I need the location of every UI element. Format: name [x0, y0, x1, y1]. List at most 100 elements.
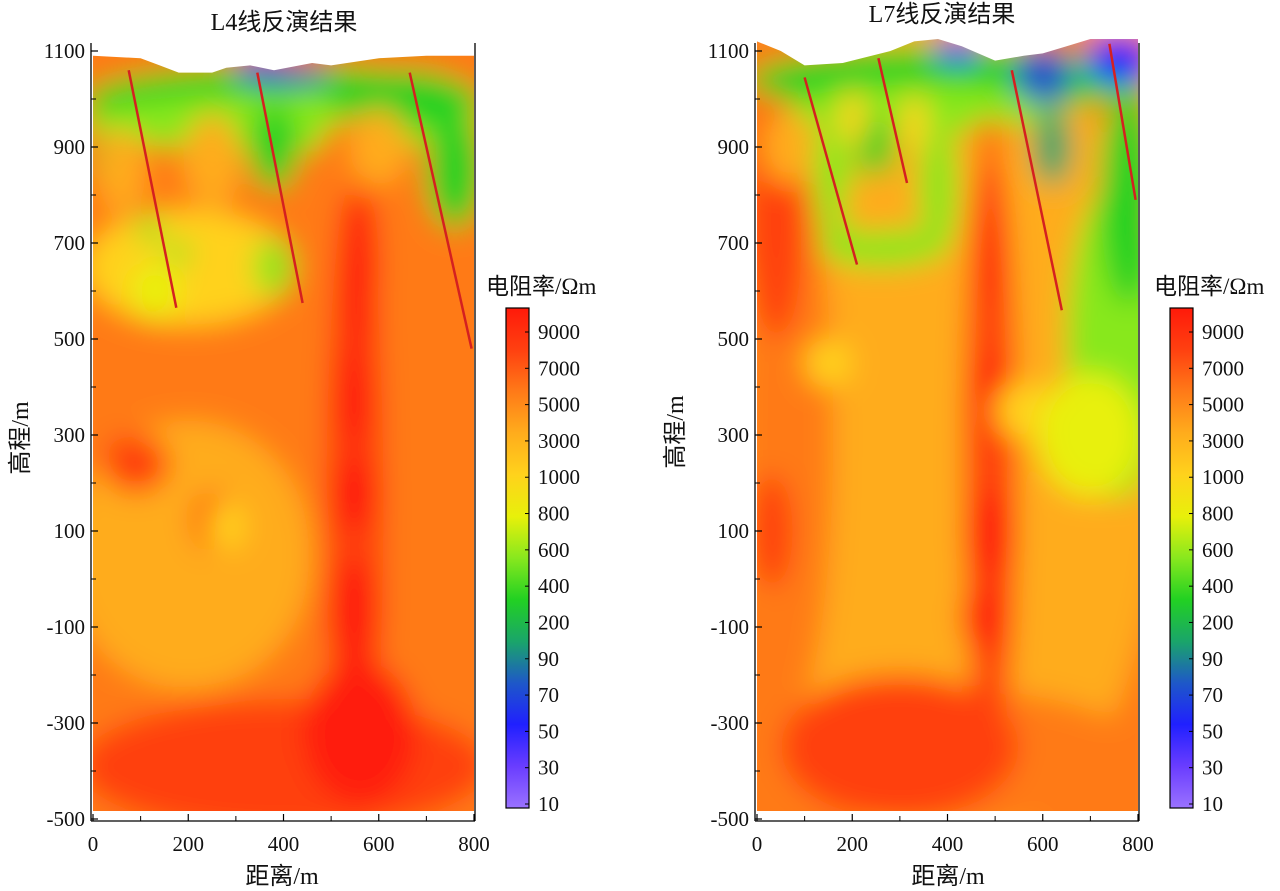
colorbar-tick-label: 800 — [538, 502, 570, 526]
colorbar-tick-label: 70 — [538, 683, 559, 707]
colorbar-tick-label: 3000 — [1202, 429, 1244, 453]
x-tick-label: 0 — [752, 832, 763, 856]
resistivity-region — [250, 103, 298, 191]
resistivity-region — [207, 502, 246, 551]
y-tick-label: 1100 — [708, 39, 749, 63]
colorbar: 电阻率/Ωm 9000 7000 5000 3000 1000 800 600 400 200 9… — [486, 274, 596, 816]
resistivity-region — [131, 262, 179, 320]
resistivity-region — [995, 382, 1053, 440]
resistivity-region — [757, 473, 793, 589]
fault-line — [256, 72, 304, 304]
plot-area: 1100 900 700 500 300 100 -100 -300 -5000 200 400 60… — [44, 39, 490, 856]
colorbar-tick-label: 10 — [538, 792, 559, 816]
panel-l7: L7线反演结果 1100 900 700 500 300 100 -100 -300 -5000… — [662, 1, 1264, 890]
colorbar-tick-label: 90 — [1202, 647, 1223, 671]
plot-area: 1100 900 700 500 300 100 -100 -300 -5000 200 400 60… — [708, 39, 1154, 856]
resistivity-region — [1014, 46, 1072, 104]
colorbar-tick-label: 3000 — [538, 429, 580, 453]
y-tick-label: -100 — [711, 615, 750, 639]
colorbar-gradient — [505, 307, 530, 809]
resistivity-region — [326, 559, 379, 666]
colorbar-tick-label: 200 — [1202, 610, 1234, 634]
resistivity-region — [350, 108, 408, 186]
colorbar-tick-label: 9000 — [1202, 320, 1244, 344]
y-tick-label: 500 — [718, 327, 750, 351]
colorbar-gradient — [1169, 307, 1194, 809]
fault-line — [803, 77, 859, 265]
y-tick-label: 100 — [718, 519, 750, 543]
resistivity-region — [780, 675, 1020, 811]
resistivity-region — [899, 94, 929, 152]
colorbar-tick-label: 7000 — [1202, 356, 1244, 380]
x-tick-label: 800 — [1122, 832, 1154, 856]
y-tick-label: -500 — [47, 807, 86, 831]
x-axis-label: 距离/m — [245, 863, 319, 890]
colorbar-tick-label: 30 — [1202, 756, 1223, 780]
colorbar-label: 电阻率/Ωm — [486, 274, 596, 299]
y-tick-label: -500 — [711, 807, 750, 831]
x-tick-label: 0 — [88, 832, 99, 856]
y-tick-label: 300 — [718, 423, 750, 447]
resistivity-region — [842, 175, 900, 234]
resistivity-region — [1033, 108, 1072, 186]
y-tick-label: -300 — [47, 711, 86, 735]
colorbar-tick-label: 5000 — [538, 393, 580, 417]
colorbar-tick-label: 1000 — [1202, 465, 1244, 489]
resistivity-region — [918, 113, 958, 258]
resistivity-region — [102, 435, 170, 493]
x-axis-label: 距离/m — [911, 863, 985, 890]
y-tick-label: -300 — [711, 711, 750, 735]
resistivity-region — [166, 240, 191, 265]
y-tick-label: 700 — [54, 231, 86, 255]
y-axis-label: 高程/m — [7, 401, 34, 475]
chart-title: L4线反演结果 — [211, 9, 358, 36]
colorbar-tick-label: 10 — [1202, 792, 1223, 816]
colorbar-tick-label: 800 — [1202, 502, 1234, 526]
colorbar: 电阻率/Ωm 9000 7000 5000 3000 1000 800 600 400 200 9… — [1154, 274, 1264, 816]
x-tick-label: 400 — [268, 832, 300, 856]
fault-line — [1108, 43, 1137, 201]
colorbar-label: 电阻率/Ωm — [1154, 274, 1264, 299]
resistivity-region — [426, 113, 474, 229]
colorbar-tick-label: 1000 — [538, 465, 580, 489]
y-tick-label: 1100 — [44, 39, 85, 63]
y-tick-label: 900 — [718, 135, 750, 159]
resistivity-region — [1085, 39, 1138, 85]
resistivity-region — [183, 113, 241, 210]
resistivity-region — [328, 454, 377, 531]
x-tick-label: 200 — [837, 832, 869, 856]
resistivity-region — [804, 339, 853, 387]
colorbar-tick-label: 200 — [538, 610, 570, 634]
resistivity-region — [97, 127, 146, 215]
y-tick-label: 700 — [718, 231, 750, 255]
resistivity-region — [838, 89, 867, 147]
resistivity-region — [964, 492, 1017, 579]
colorbar-tick-label: 50 — [1202, 719, 1223, 743]
colorbar-tick-label: 5000 — [1202, 393, 1244, 417]
y-tick-label: 300 — [54, 423, 86, 447]
resistivity-region — [93, 420, 313, 690]
colorbar-tick-label: 50 — [538, 719, 559, 743]
chart-title: L7线反演结果 — [869, 1, 1016, 28]
y-tick-label: 100 — [54, 519, 86, 543]
x-tick-label: 400 — [932, 832, 964, 856]
colorbar-tick-label: 400 — [1202, 574, 1234, 598]
resistivity-region — [138, 214, 163, 244]
fault-line — [1010, 69, 1064, 311]
colorbar-tick-label: 9000 — [538, 320, 580, 344]
resistivity-region — [857, 118, 896, 176]
y-axis-label: 高程/m — [662, 395, 689, 469]
resistivity-field — [757, 39, 1138, 811]
resistivity-region — [961, 583, 1010, 652]
resistivity-region — [761, 108, 810, 186]
fault-line — [408, 72, 473, 349]
x-tick-label: 600 — [363, 832, 395, 856]
x-tick-label: 200 — [173, 832, 205, 856]
resistivity-region — [334, 343, 371, 450]
fault-line — [127, 69, 178, 309]
colorbar-tick-label: 400 — [538, 574, 570, 598]
y-tick-label: 500 — [54, 327, 86, 351]
x-tick-label: 800 — [458, 832, 490, 856]
resistivity-region — [933, 39, 981, 63]
resistivity-region — [254, 238, 294, 296]
